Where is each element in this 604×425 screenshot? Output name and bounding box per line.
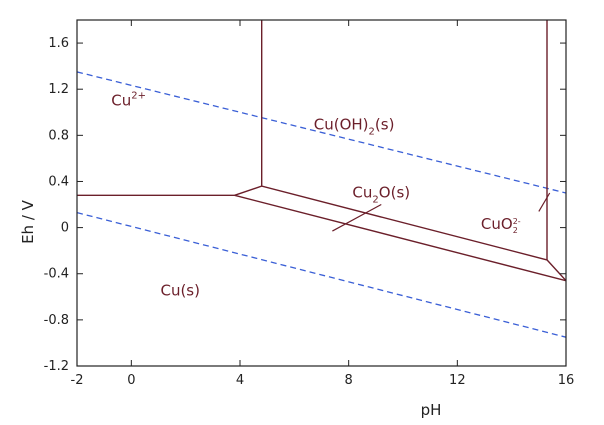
label-pointer-1	[538, 192, 551, 212]
water-upper-limit-line	[77, 71, 566, 194]
region-label-3: Cu(s)	[160, 282, 200, 300]
region-label-cuo2: CuO2-2	[481, 215, 521, 235]
y-tick-label: -1.2	[44, 359, 69, 374]
x-axis-title: pH	[421, 401, 442, 419]
x-tick-label: 0	[127, 373, 135, 388]
water-lower-limit-line	[77, 211, 566, 338]
region-labels: Cu2+ Cu(OH)2(s) Cu2O(s) Cu(s) CuO2-2	[111, 90, 551, 300]
y-axis-title: Eh / V	[19, 199, 37, 244]
x-tick-label: 8	[345, 373, 353, 388]
y-tick-label: 0.8	[48, 128, 69, 143]
boundary-line-7	[546, 259, 566, 282]
plot-frame	[76, 19, 567, 367]
x-tick-label: 16	[558, 373, 575, 388]
y-tick-label: -0.4	[44, 267, 69, 282]
region-label-2: Cu2O(s)	[352, 184, 410, 206]
x-tick-label: -2	[71, 373, 84, 388]
y-tick-label: 1.6	[48, 36, 69, 51]
y-tick-label: 0.4	[48, 174, 69, 189]
boundary-line-4	[234, 194, 566, 282]
label-pointer-0	[332, 204, 382, 232]
axes: -2 0 4 8 12 16 -1.2 -0.8 -0.4 0 0.4 0.8 1.2 1.6	[44, 19, 575, 388]
region-label-1: Cu(OH)2(s)	[314, 116, 395, 138]
x-tick-label: 12	[449, 373, 466, 388]
plot-content	[77, 20, 566, 338]
y-tick-label: -0.8	[44, 313, 69, 328]
y-tick-label: 0	[61, 221, 69, 236]
region-label-0: Cu2+	[111, 90, 146, 109]
y-tick-label: 1.2	[48, 82, 69, 97]
x-tick-label: 4	[236, 373, 244, 388]
